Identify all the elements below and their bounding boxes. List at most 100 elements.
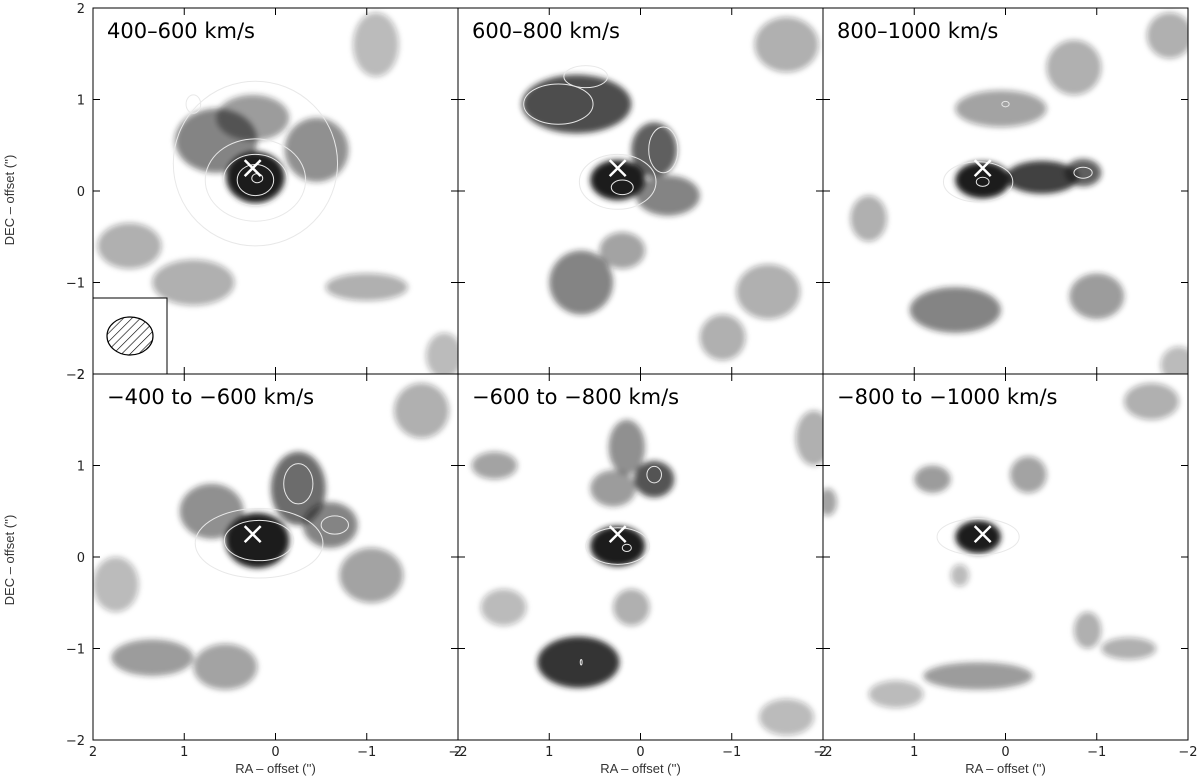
- y-axis-label-bottom: DEC – offset (''): [2, 515, 17, 606]
- emission-blob: [521, 74, 632, 134]
- x-tick-label: 2: [454, 745, 462, 760]
- contour-line: [1001, 100, 1010, 108]
- contour-line: [172, 80, 339, 247]
- y-tick-label: 0: [77, 185, 85, 200]
- y-tick-label: −1: [66, 643, 85, 658]
- emission-blob: [608, 419, 646, 475]
- y-tick-label: −2: [66, 734, 85, 749]
- emission-blob: [699, 314, 746, 361]
- emission-blob: [1124, 383, 1179, 420]
- contour-line: [579, 658, 583, 666]
- emission-blob: [480, 589, 527, 626]
- marker-stroke: [243, 525, 262, 544]
- emission-blob: [590, 470, 636, 507]
- marker-stroke: [973, 159, 992, 178]
- emission-blob: [635, 175, 700, 216]
- emission-blob: [152, 259, 235, 306]
- emission-blob: [736, 264, 801, 320]
- y-axis-label-top: DEC – offset (''): [2, 155, 17, 246]
- contour-layer: [523, 65, 679, 210]
- tick-marks: [92, 373, 459, 741]
- contour-line: [204, 138, 307, 222]
- emission-blob: [471, 451, 518, 480]
- y-tick-label: 2: [77, 368, 85, 383]
- marker-stroke: [608, 159, 627, 178]
- panel-2: 600–800 km/s: [457, 7, 824, 375]
- contour-line: [942, 161, 1014, 203]
- nucleus-marker: [243, 159, 262, 178]
- x-tick-label: −1: [722, 745, 741, 760]
- y-tick-label: −2: [66, 368, 85, 383]
- panel-title: 600–800 km/s: [472, 19, 620, 43]
- emission-blob: [590, 159, 646, 201]
- x-tick-label: 1: [180, 745, 188, 760]
- emission-layer: [521, 17, 819, 361]
- x-tick-label: 0: [636, 745, 644, 760]
- nucleus-marker: [973, 159, 992, 178]
- emission-blob: [1046, 40, 1102, 95]
- emission-blob: [850, 195, 887, 242]
- emission-blob: [97, 223, 162, 269]
- emission-blob: [111, 639, 194, 676]
- x-tick-label: −1: [1087, 745, 1106, 760]
- tick-marks: [822, 373, 1189, 741]
- nucleus-marker: [243, 525, 262, 544]
- panel-background: [823, 8, 1188, 374]
- contour-line: [563, 65, 609, 89]
- y-tick-label: 0: [77, 551, 85, 566]
- emission-blob: [631, 122, 677, 178]
- x-tick-label: 0: [1001, 745, 1009, 760]
- x-tick-label: −2: [448, 745, 467, 760]
- panel-6: −800 to −1000 km/s 2 1 0 −1 −2 RA – offset (''…: [819, 373, 1198, 776]
- x-axis-label: RA – offset (''): [235, 761, 316, 776]
- emission-blob: [193, 643, 258, 690]
- y-tick-label: 2: [77, 2, 85, 17]
- contour-line: [585, 527, 651, 565]
- emission-layer: [471, 410, 823, 736]
- x-tick-label: −2: [1178, 745, 1197, 760]
- emission-blob: [754, 17, 819, 73]
- emission-blob: [1073, 611, 1102, 649]
- x-tick-label: 1: [545, 745, 553, 760]
- emission-blob: [1005, 160, 1079, 194]
- emission-blob: [923, 662, 1033, 690]
- emission-blob: [537, 636, 620, 688]
- contour-line: [610, 179, 634, 196]
- emission-layer: [850, 12, 1188, 374]
- emission-blob: [950, 564, 969, 587]
- emission-blob: [599, 232, 646, 269]
- emission-blob: [270, 451, 326, 525]
- x-tick-label: −2: [813, 745, 832, 760]
- beam-inset: [92, 297, 168, 375]
- emission-blob: [590, 525, 646, 567]
- emission-blob: [1160, 346, 1188, 374]
- panel-1: 400–600 km/s 2 1 0 −1 −2: [66, 2, 459, 383]
- contour-line: [936, 518, 1020, 556]
- contour-line: [621, 543, 632, 553]
- contour-line: [320, 515, 349, 535]
- emission-blob: [955, 90, 1047, 127]
- contour-layer: [936, 518, 1020, 556]
- emission-blob: [93, 557, 139, 612]
- emission-blob: [1069, 273, 1125, 320]
- emission-blob: [634, 460, 675, 498]
- contour-line: [223, 519, 295, 562]
- nucleus-marker: [973, 525, 992, 544]
- emission-blob: [353, 12, 399, 77]
- panel-title: 800–1000 km/s: [837, 19, 998, 43]
- contour-line: [194, 508, 324, 579]
- emission-blob: [759, 698, 814, 736]
- emission-blob: [426, 332, 458, 374]
- contour-line: [578, 153, 657, 210]
- contour-layer: [194, 463, 349, 579]
- y-tick-label: 1: [77, 94, 85, 109]
- emission-blob: [909, 287, 1001, 333]
- y-tick-label: −1: [66, 277, 85, 292]
- emission-blob: [1146, 12, 1188, 59]
- emission-layer: [97, 12, 458, 374]
- emission-blob: [1064, 158, 1102, 187]
- x-tick-label: 2: [819, 745, 827, 760]
- panel-title: −800 to −1000 km/s: [837, 385, 1057, 409]
